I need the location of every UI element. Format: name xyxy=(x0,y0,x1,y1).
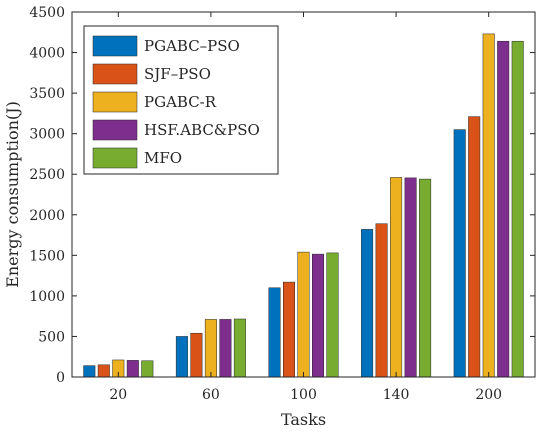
y-tick-label: 1000 xyxy=(29,289,65,305)
y-tick-label: 2500 xyxy=(29,167,65,183)
x-tick-label: 100 xyxy=(290,387,317,403)
legend-swatch xyxy=(92,147,138,169)
bar-3-60 xyxy=(204,319,217,378)
legend-label: HSF.ABC&PSO xyxy=(144,121,260,139)
y-tick-label: 3000 xyxy=(29,127,65,143)
bar-5-60 xyxy=(233,318,246,378)
y-tick-label: 3500 xyxy=(29,86,65,102)
y-tick-label: 4500 xyxy=(29,5,65,21)
bar-1-60 xyxy=(175,336,188,378)
x-tick-label: 60 xyxy=(202,387,220,403)
y-tick-label: 2000 xyxy=(29,208,65,224)
legend-label: PGABC–PSO xyxy=(144,37,240,55)
bar-5-140 xyxy=(419,178,432,378)
x-axis-label: Tasks xyxy=(281,410,326,429)
x-tick-label: 200 xyxy=(475,387,502,403)
bars-group xyxy=(83,33,524,378)
ticks-group: 0 500 1000 1500 2000 2500 3000 3500 4000 4500 20 60… xyxy=(29,5,535,403)
bar-1-20 xyxy=(83,365,96,378)
bar-5-100 xyxy=(326,252,339,378)
x-tick-label: 20 xyxy=(109,387,127,403)
legend-swatch xyxy=(92,35,138,57)
legend-swatch xyxy=(92,63,138,85)
y-axis-label: Energy consumption(J) xyxy=(3,101,22,288)
bar-3-200 xyxy=(482,33,495,378)
y-tick-label: 0 xyxy=(56,370,65,386)
bar-4-100 xyxy=(312,253,324,378)
legend-label: SJF–PSO xyxy=(144,65,211,83)
bar-2-140 xyxy=(375,223,388,378)
bar-2-60 xyxy=(190,332,203,378)
legend-swatch xyxy=(92,91,138,113)
bar-1-140 xyxy=(361,229,374,378)
bar-3-140 xyxy=(390,177,403,378)
bar-1-200 xyxy=(453,129,466,378)
bar-4-140 xyxy=(404,177,417,378)
legend-label: PGABC-R xyxy=(144,93,217,111)
bar-2-100 xyxy=(283,281,295,378)
y-tick-label: 500 xyxy=(38,329,65,345)
bar-1-100 xyxy=(268,287,281,378)
legend-label: MFO xyxy=(144,149,182,167)
y-tick-label: 1500 xyxy=(29,248,65,264)
bar-5-200 xyxy=(511,40,524,378)
bar-4-20 xyxy=(126,360,139,378)
bar-2-20 xyxy=(97,364,110,378)
legend: PGABC–PSO SJF–PSO PGABC-R HSF.ABC&PSO MFO xyxy=(83,25,279,175)
x-tick-label: 140 xyxy=(383,387,410,403)
legend-swatch xyxy=(92,119,138,141)
bar-4-60 xyxy=(219,319,232,378)
bar-2-200 xyxy=(468,116,481,378)
bar-3-100 xyxy=(297,251,310,378)
bar-4-200 xyxy=(497,40,510,378)
bar-5-20 xyxy=(141,360,154,378)
y-tick-label: 4000 xyxy=(29,46,65,62)
